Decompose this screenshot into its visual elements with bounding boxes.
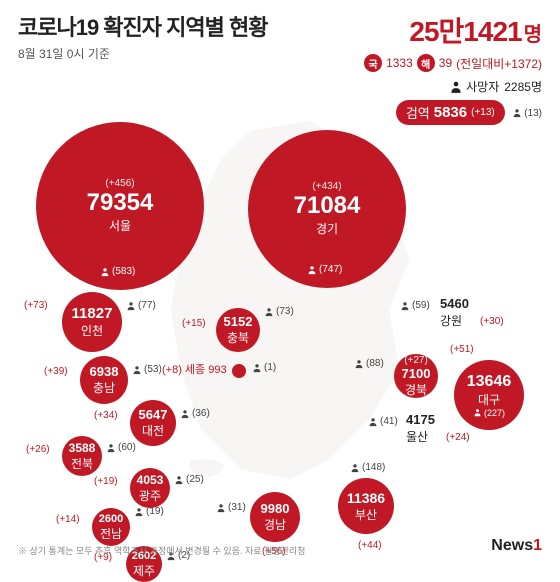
region-name-ulsan: 울산 <box>406 428 428 445</box>
region-deaths-ulsan: (41) <box>368 416 398 427</box>
region-name-busan: 부산 <box>355 506 377 523</box>
region-count-jeonnam: 2600 <box>99 513 123 525</box>
region-delta-chungnam: (+39) <box>44 366 68 377</box>
region-deaths-chungbuk: (73) <box>264 306 294 317</box>
region-count-gwangju: 4053 <box>137 473 164 487</box>
region-name-gangwon: 강원 <box>440 312 462 329</box>
region-delta-gyeonggi: (+434) <box>312 181 341 192</box>
total-number: 1421 <box>463 16 521 47</box>
region-delta-gwangju: (+19) <box>94 476 118 487</box>
region-deaths-daegu: (227) <box>473 408 505 418</box>
region-deaths-jeonnam: (19) <box>134 506 164 517</box>
region-delta-chungbuk: (+15) <box>182 318 206 329</box>
region-deaths-gyeonggi: (747) <box>307 264 342 275</box>
region-deaths-busan: (148) <box>350 462 385 473</box>
region-delta-daejeon: (+34) <box>94 410 118 421</box>
region-name-jeju: 제주 <box>133 562 155 579</box>
region-bubble-incheon: 11827인천 <box>62 292 122 352</box>
region-deaths-gyeongbuk: (88) <box>354 358 384 369</box>
region-count-daejeon: 5647 <box>139 407 168 422</box>
region-count-ulsan: 4175 <box>406 412 435 427</box>
region-deaths-gyeongnam: (31) <box>216 502 246 513</box>
region-deaths-sejong: (1) <box>252 362 276 373</box>
total-confirmed: 25만1421명 <box>364 10 542 50</box>
region-delta-busan: (+44) <box>358 540 382 551</box>
region-bubble-gwangju: 4053광주 <box>130 468 170 508</box>
region-count-gangwon: 5460 <box>440 296 469 311</box>
region-bubble-daejeon: 5647대전 <box>130 400 176 446</box>
region-bubble-busan: 11386부산 <box>338 478 394 534</box>
region-name-jeonnam: 전남 <box>100 525 122 542</box>
region-name-gwangju: 광주 <box>139 487 161 504</box>
region-name-chungnam: 충남 <box>93 379 115 396</box>
region-delta-jeonnam: (+14) <box>56 514 80 525</box>
region-bubble-chungnam: 6938충남 <box>80 356 128 404</box>
region-name-seoul: 서울 <box>109 217 131 234</box>
region-name-gyeongbuk: 경북 <box>405 381 427 398</box>
region-deaths-gangwon: (59) <box>400 300 430 311</box>
region-delta-daegu: (+51) <box>450 344 474 355</box>
region-name-gyeongnam: 경남 <box>264 516 286 533</box>
region-label-sejong: (+8) 세종 993 <box>162 361 227 377</box>
region-count-gyeongbuk: 7100 <box>402 366 431 381</box>
region-delta-jeonbuk: (+26) <box>26 444 50 455</box>
region-deaths-chungnam: (53) <box>132 364 162 375</box>
region-bubble-jeonnam: 2600전남 <box>92 508 130 546</box>
region-count-chungnam: 6938 <box>90 364 119 379</box>
region-count-jeonbuk: 3588 <box>69 441 96 455</box>
region-count-daegu: 13646 <box>467 373 512 391</box>
region-delta-ulsan: (+24) <box>446 432 470 443</box>
region-delta-gyeongbuk: (+27) <box>404 355 428 366</box>
region-bubble-jeonbuk: 3588전북 <box>62 436 102 476</box>
region-name-chungbuk: 충북 <box>227 329 249 346</box>
logo: News1 <box>491 537 542 555</box>
region-count-seoul: 79354 <box>87 189 154 217</box>
region-name-daegu: 대구 <box>478 391 500 408</box>
region-deaths-jeonbuk: (60) <box>106 442 136 453</box>
region-deaths-gwangju: (25) <box>174 474 204 485</box>
region-bubble-gyeongnam: 9980경남 <box>250 492 300 542</box>
region-name-incheon: 인천 <box>81 322 103 339</box>
total-prefix: 25만 <box>409 16 463 47</box>
total-unit: 명 <box>524 24 542 46</box>
region-delta-seoul: (+456) <box>105 178 134 189</box>
region-bubble-sejong <box>232 364 246 378</box>
region-count-gyeongnam: 9980 <box>261 501 290 516</box>
logo-text: News <box>491 537 533 554</box>
region-name-jeonbuk: 전북 <box>71 455 93 472</box>
region-count-busan: 11386 <box>347 490 385 506</box>
region-name-daejeon: 대전 <box>142 422 164 439</box>
region-count-gyeonggi: 71084 <box>294 192 361 220</box>
region-deaths-incheon: (77) <box>126 300 156 311</box>
logo-num: 1 <box>533 537 542 554</box>
region-delta-incheon: (+73) <box>24 300 48 311</box>
region-count-incheon: 11827 <box>72 305 113 322</box>
footer-note: ※ 상기 통계는 모두 추후 역학조사 과정에서 변경될 수 있음. 자료 질병… <box>18 544 305 557</box>
map-area: (+456)79354서울(583)(+434)71084경기(747)1182… <box>0 60 560 540</box>
region-deaths-seoul: (583) <box>100 266 135 277</box>
region-delta-gangwon: (+30) <box>480 316 504 327</box>
region-count-chungbuk: 5152 <box>224 314 253 329</box>
region-deaths-daejeon: (36) <box>180 408 210 419</box>
region-bubble-seoul: (+456)79354서울 <box>36 122 204 290</box>
region-bubble-chungbuk: 5152충북 <box>216 308 260 352</box>
region-name-gyeonggi: 경기 <box>316 220 338 237</box>
region-bubble-daegu: 13646대구(227) <box>454 360 524 430</box>
region-bubble-gyeongbuk: (+27)7100경북 <box>394 354 438 398</box>
